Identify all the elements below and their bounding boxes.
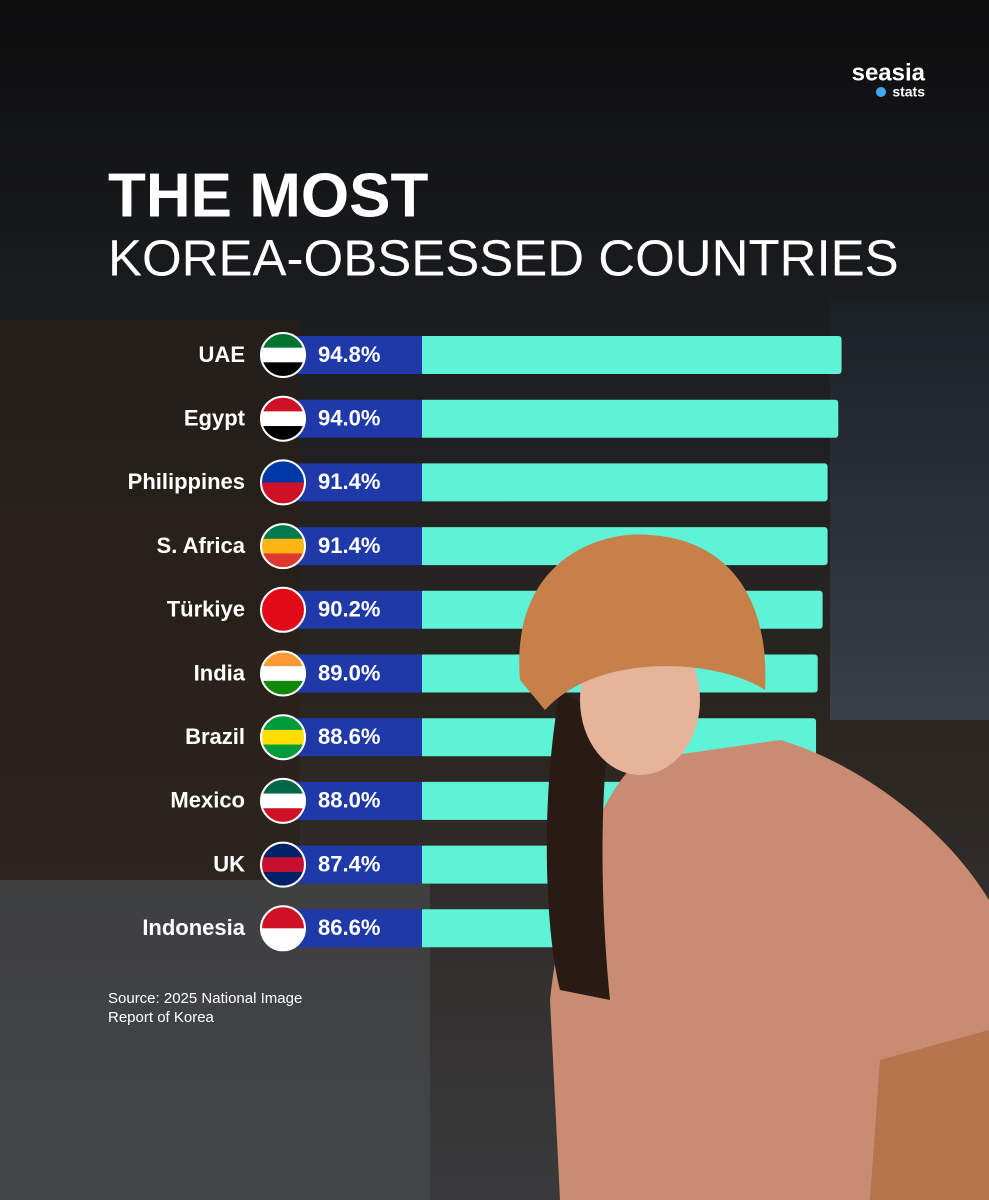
label-box bbox=[290, 399, 422, 438]
flag-ring bbox=[260, 523, 306, 570]
flag-stripe bbox=[261, 460, 305, 483]
flag-stripe bbox=[261, 793, 305, 809]
category-label: S. Africa bbox=[157, 533, 246, 558]
bar bbox=[420, 463, 828, 502]
flag bbox=[261, 587, 305, 632]
label-box bbox=[290, 654, 422, 693]
flag-ring bbox=[260, 586, 306, 633]
value-label: 90.2% bbox=[318, 597, 380, 622]
value-label: 91.4% bbox=[318, 533, 380, 558]
brand-dot bbox=[876, 87, 886, 97]
brand-sub: stats bbox=[892, 84, 925, 100]
value-label: 87.4% bbox=[318, 851, 380, 876]
flag-stripe bbox=[261, 666, 305, 682]
label-box bbox=[290, 718, 422, 757]
flag-stripe bbox=[261, 347, 305, 363]
value-label: 91.4% bbox=[318, 469, 380, 494]
value-label: 86.6% bbox=[318, 915, 380, 940]
value-label: 89.0% bbox=[318, 660, 380, 685]
flag-stripe bbox=[261, 482, 305, 505]
brand: seasia bbox=[852, 59, 926, 86]
flag-stripe bbox=[261, 729, 305, 746]
flag-ring bbox=[260, 332, 306, 378]
label-box bbox=[290, 781, 422, 820]
value-label: 88.6% bbox=[318, 724, 380, 749]
flag bbox=[261, 906, 305, 951]
flag-stripe bbox=[261, 411, 305, 427]
sky bbox=[830, 300, 989, 720]
flag-ring bbox=[260, 841, 306, 888]
category-label: Mexico bbox=[170, 788, 245, 813]
chart-subtitle: KOREA-OBSESSED COUNTRIES bbox=[108, 229, 899, 286]
value-label: 94.8% bbox=[318, 342, 380, 367]
label-box bbox=[290, 845, 422, 884]
value-label: 88.0% bbox=[318, 788, 380, 813]
bar bbox=[420, 399, 839, 438]
category-label: Türkiye bbox=[167, 597, 245, 622]
source: Report of Korea bbox=[108, 1009, 215, 1026]
label-box bbox=[290, 590, 422, 629]
flag-stripe bbox=[261, 857, 305, 873]
category-label: India bbox=[194, 660, 246, 685]
flag bbox=[261, 460, 305, 505]
category-label: UAE bbox=[199, 342, 245, 367]
category-label: Brazil bbox=[185, 724, 245, 749]
flag-stripe bbox=[261, 538, 305, 554]
label-box bbox=[290, 463, 422, 502]
photo-person bbox=[519, 534, 989, 1200]
label-box bbox=[290, 336, 422, 374]
source: Source: 2025 National Image bbox=[108, 990, 302, 1007]
category-label: Philippines bbox=[128, 469, 245, 494]
flag-ring bbox=[260, 395, 306, 442]
category-label: UK bbox=[213, 851, 245, 876]
flag-ring bbox=[260, 777, 306, 824]
flag-stripe bbox=[261, 587, 305, 632]
building bbox=[0, 320, 300, 880]
flag-stripe bbox=[261, 906, 305, 929]
flag-ring bbox=[260, 459, 306, 506]
bar bbox=[420, 336, 842, 374]
label-box bbox=[290, 909, 422, 948]
flag-stripe bbox=[261, 928, 305, 951]
chart-title: THE MOST bbox=[108, 161, 428, 230]
value-label: 94.0% bbox=[318, 406, 380, 431]
flag-ring bbox=[260, 650, 306, 697]
flag-ring bbox=[260, 905, 306, 952]
flag-ring bbox=[260, 714, 306, 761]
category-label: Egypt bbox=[184, 406, 246, 431]
label-box bbox=[290, 527, 422, 566]
category-label: Indonesia bbox=[142, 915, 245, 940]
